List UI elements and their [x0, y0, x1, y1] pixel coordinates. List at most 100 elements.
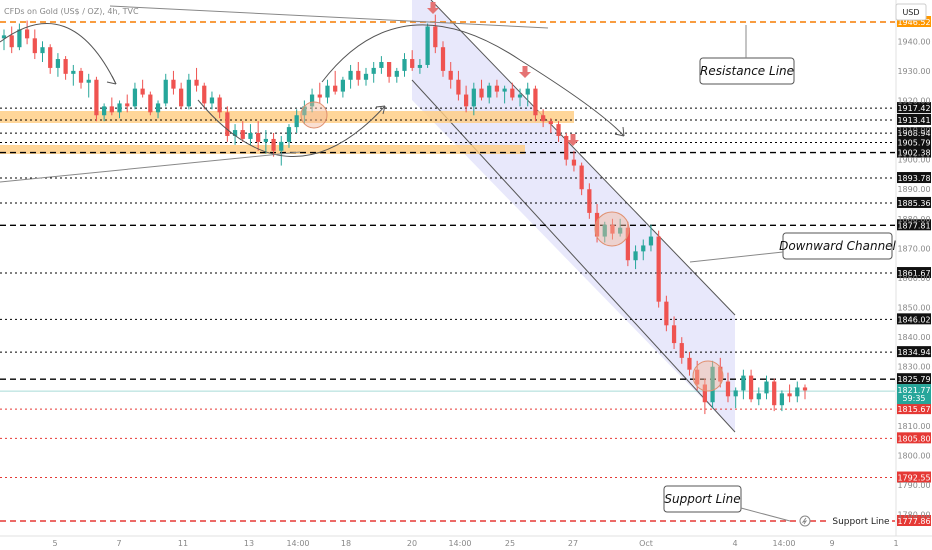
candle — [240, 121, 245, 142]
candle — [718, 357, 723, 388]
candle — [602, 221, 607, 243]
candle-body — [94, 79, 99, 116]
y-tick-label: 1860.00 — [897, 274, 930, 283]
candle — [479, 79, 484, 101]
candle — [109, 97, 114, 116]
candle-body — [48, 47, 53, 68]
candle-body — [718, 366, 723, 382]
level-price-tag-bg — [897, 515, 931, 526]
level-price-tag: 1908.94 — [897, 127, 931, 139]
candle — [410, 50, 415, 71]
candle — [379, 56, 384, 74]
candle-body — [1, 35, 7, 39]
channel-upper-line — [430, 0, 736, 316]
candle — [371, 62, 376, 83]
down-arrow-icon — [519, 66, 531, 78]
x-tick-label: 25 — [505, 539, 515, 548]
x-tick-label: 18 — [341, 539, 351, 548]
candle — [687, 351, 692, 376]
y-tick-label: 1830.00 — [897, 363, 930, 372]
candle — [386, 62, 392, 83]
level-price-tag-bg — [897, 16, 931, 27]
candle-body — [386, 62, 392, 77]
candle — [625, 221, 630, 267]
candle — [648, 224, 654, 252]
candle — [286, 124, 292, 148]
top-trendline — [109, 5, 549, 29]
candle-body — [209, 97, 215, 104]
candle — [155, 100, 161, 119]
candle — [340, 76, 346, 98]
level-price-label: 1777.86 — [897, 517, 930, 526]
candle — [163, 73, 168, 107]
candle-body — [687, 357, 692, 370]
candle — [525, 82, 530, 107]
candle-body — [333, 85, 338, 92]
last-price-value: 1821.77 — [897, 386, 930, 395]
level-price-tag: 1893.78 — [897, 172, 931, 184]
candle — [394, 67, 399, 83]
price-axis-layer: 1946.52 1917.42 1913.41 1908.941905.791902.… — [895, 0, 932, 550]
candle — [78, 67, 84, 89]
down-arrow-shaft — [522, 66, 528, 72]
level-price-tag-bg — [897, 136, 931, 148]
candle — [610, 218, 615, 240]
level-price-tag: 1792.55 — [897, 471, 931, 483]
candle-body — [510, 88, 515, 98]
candle — [117, 100, 122, 119]
candle-body — [471, 88, 476, 107]
downward-channel-label-box — [782, 232, 893, 260]
candle — [487, 82, 492, 104]
candle-body — [633, 251, 638, 261]
candle-body — [594, 212, 600, 237]
arc-arrow-bottom — [197, 99, 386, 157]
level-price-label: 1825.79 — [897, 375, 930, 384]
candle-body — [32, 38, 37, 54]
highlight-circle — [692, 360, 724, 392]
candle — [725, 372, 731, 403]
level-price-label: 1908.94 — [897, 129, 930, 138]
candle-body — [24, 29, 30, 39]
candle — [171, 70, 176, 95]
currency-badge[interactable]: USD — [895, 3, 927, 21]
level-price-tag: 1805.80 — [897, 432, 931, 444]
last-price-badge-bg — [897, 384, 931, 405]
candle-body — [340, 79, 346, 92]
y-tick-label: 1800.00 — [897, 451, 930, 460]
level-price-tag-bg — [897, 172, 931, 184]
candle-body — [779, 393, 785, 406]
candle-body — [155, 103, 161, 113]
candle — [63, 56, 68, 80]
down-arrow-icon — [567, 134, 579, 146]
level-price-tag: 1885.36 — [897, 196, 931, 208]
candle — [733, 387, 738, 409]
candle-body — [194, 79, 199, 86]
candle — [71, 64, 76, 86]
candle-body — [17, 29, 22, 48]
candle — [48, 44, 53, 74]
x-tick-label: 27 — [568, 539, 578, 548]
level-price-label: 1885.36 — [897, 199, 930, 208]
arc-top — [321, 24, 521, 83]
level-price-tag-bg — [897, 102, 931, 114]
candle — [17, 23, 22, 51]
downward-channel-label-text: Downward Channel — [779, 239, 896, 253]
candle-body — [525, 88, 530, 95]
candle — [463, 85, 469, 113]
level-price-tag: 1877.81 — [897, 219, 931, 231]
candle — [179, 82, 184, 110]
level-price-label: 1902.38 — [897, 149, 930, 158]
candle-body — [772, 381, 777, 406]
candle-body — [456, 79, 461, 95]
candle-body — [425, 26, 430, 65]
candle — [664, 295, 669, 332]
candle-body — [764, 381, 769, 394]
candle-body — [225, 112, 230, 136]
level-price-tag: 1913.41 — [897, 113, 931, 125]
level-price-label: 1792.55 — [897, 474, 930, 483]
arc-arrow-left — [0, 22, 117, 85]
currency-label: USD — [902, 8, 919, 17]
candle — [356, 62, 361, 86]
channel-lower-line — [411, 79, 736, 433]
